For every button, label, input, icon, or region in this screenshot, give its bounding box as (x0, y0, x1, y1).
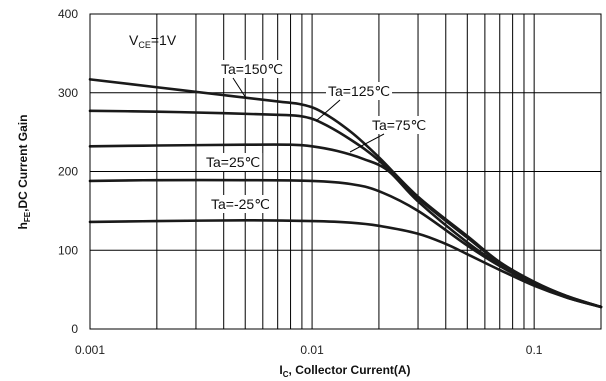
annotation-label-bg (326, 82, 393, 100)
condition-rest: =1V (151, 32, 177, 48)
condition-sub: CE (138, 40, 151, 50)
annotation-leader (232, 77, 247, 99)
x-tick-label: 0.01 (300, 343, 324, 357)
annotation-leader (315, 99, 341, 122)
annotation-Ta=-25℃: Ta=-25℃ (209, 195, 272, 213)
condition-main: V (129, 32, 139, 48)
annotation-Ta=75℃: Ta=75℃ (349, 116, 429, 153)
x-axis-title: IC, Collector Current(A) (279, 363, 410, 379)
condition-label: VCE=1V (129, 32, 177, 50)
y-tick-label: 300 (58, 86, 78, 100)
annotation-label: Ta=150℃ (221, 61, 283, 77)
x-tick-label: 0.1 (526, 343, 543, 357)
annotation-Ta=25℃: Ta=25℃ (204, 153, 263, 171)
annotation-Ta=125℃: Ta=125℃ (315, 82, 393, 122)
y-axis-title-sub: FE (23, 211, 32, 222)
annotation-label: Ta=25℃ (206, 154, 260, 170)
annotation-label-bg (209, 195, 272, 213)
annotation-label: Ta=125℃ (328, 83, 390, 99)
x-axis-title-rest: , Collector Current(A) (289, 363, 411, 377)
annotation-label: Ta=75℃ (372, 117, 426, 133)
y-axis-title: hFE,DC Current Gain (16, 115, 32, 230)
y-axis-title-rest: ,DC Current Gain (16, 115, 30, 212)
x-tick-labels: 0.001 0.01 0.1 (75, 343, 543, 357)
plot-frame (89, 13, 602, 330)
annotation-label-bg (219, 60, 286, 78)
annotation-label-bg (204, 153, 263, 171)
series-line-4 (88, 219, 603, 309)
y-tick-labels: 0 100 200 300 400 (58, 7, 78, 336)
y-tick-label: 0 (71, 322, 78, 336)
y-tick-label: 400 (58, 7, 78, 21)
x-axis-title-main: I (279, 363, 282, 377)
y-tick-label: 100 (58, 243, 78, 257)
series-curves (88, 78, 603, 309)
x-axis-title-sub: C (283, 370, 289, 379)
annotation-Ta=150℃: Ta=150℃ (219, 60, 286, 99)
annotation-leader (349, 133, 385, 153)
series-line-3 (88, 178, 603, 309)
y-axis-title-main: h (16, 222, 30, 229)
y-tick-label: 200 (58, 165, 78, 179)
x-tick-label: 0.001 (75, 343, 105, 357)
annotation-label-bg (370, 116, 429, 134)
annotation-label: Ta=-25℃ (211, 196, 270, 212)
curve-annotations: Ta=150℃ Ta=125℃ Ta=75℃ Ta=25℃ Ta=-25℃ (204, 60, 429, 213)
